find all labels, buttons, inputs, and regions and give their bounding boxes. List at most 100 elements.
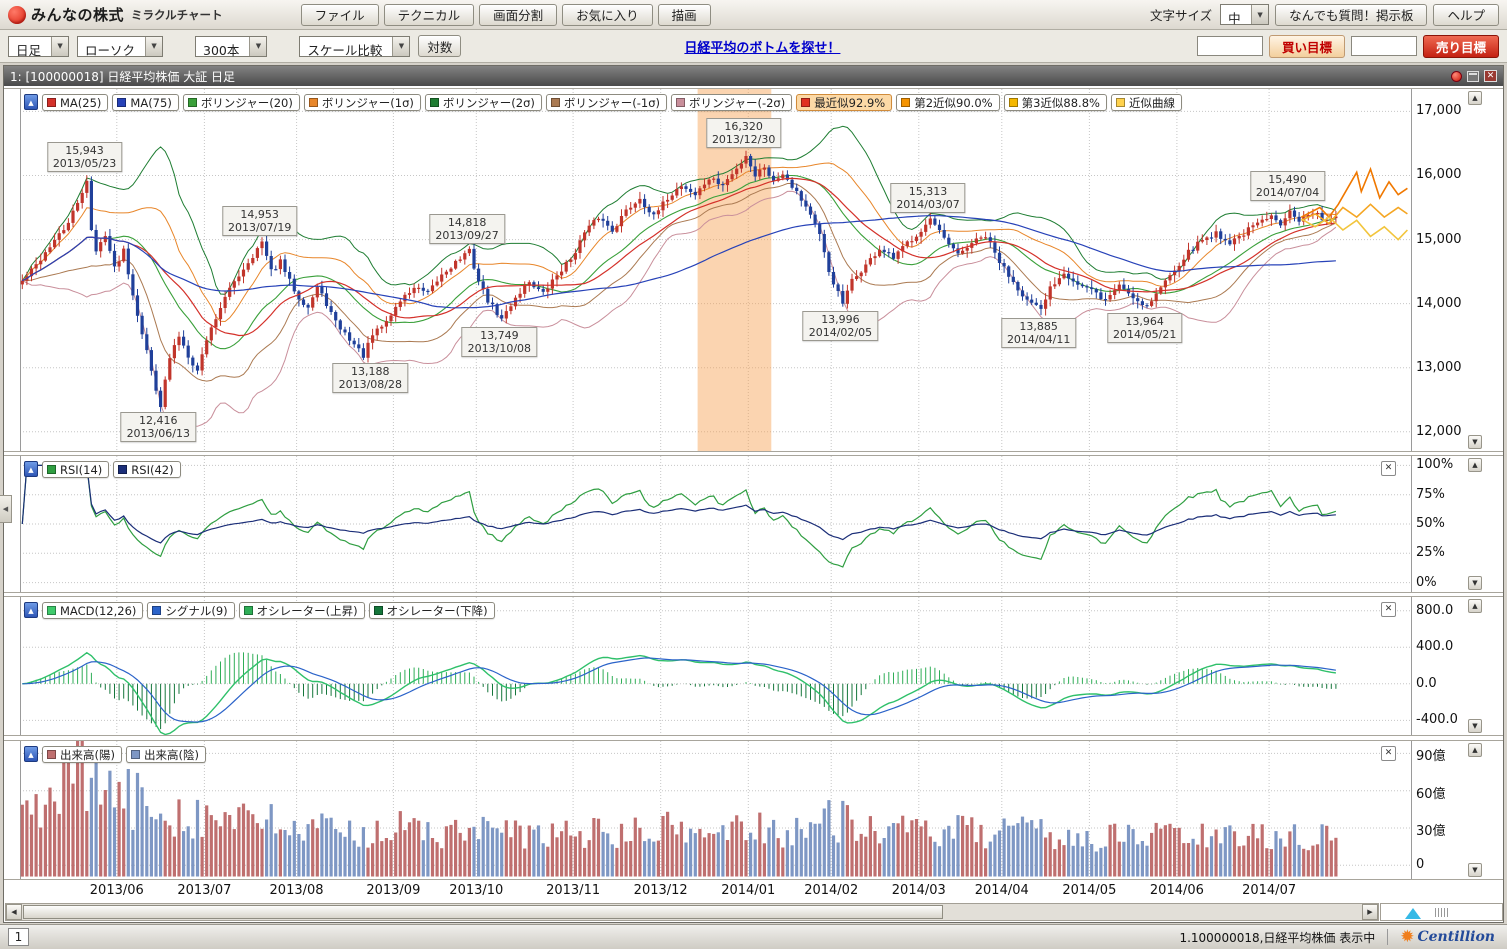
annotation-date: 2014/05/21 — [1112, 327, 1177, 341]
app-logo[interactable]: みんなの株式 ミラクルチャート — [8, 4, 223, 25]
legend-chip[interactable]: シグナル(9) — [147, 602, 235, 619]
macd-panel: 800.0 400.0 0.0 -400.0 ▲ MACD(12,26) シグナル(9) オシ… — [4, 596, 1503, 736]
scroll-left-button[interactable]: ◀ — [6, 904, 22, 920]
panel-scroll-up-button[interactable]: ▲ — [1468, 599, 1482, 613]
buy-target-input[interactable] — [1196, 36, 1263, 56]
file-button[interactable]: ファイル — [300, 3, 379, 26]
legend-chip[interactable]: MACD(12,26) — [42, 602, 144, 619]
y-axis-tick: 75% — [1416, 486, 1445, 502]
legend-chip[interactable]: 最近似92.9% — [796, 94, 893, 111]
legend-chip[interactable]: ボリンジャー(2σ) — [424, 94, 542, 111]
price-annotation: 16,320 2013/12/30 — [705, 118, 782, 148]
legend-chip[interactable]: MA(25) — [42, 94, 109, 111]
legend-chip[interactable]: ボリンジャー(20) — [182, 94, 300, 111]
legend-chip[interactable]: RSI(42) — [113, 461, 181, 478]
scale-compare-value: スケール比較 — [307, 42, 383, 58]
legend-chip[interactable]: ボリンジャー(-2σ) — [671, 94, 793, 111]
chart-type-select[interactable]: ローソク ▼ — [77, 35, 164, 58]
legend-chip[interactable]: ボリンジャー(-1σ) — [545, 94, 668, 111]
annotation-date: 2013/08/28 — [338, 377, 402, 391]
panel-scroll-down-button[interactable]: ▼ — [1468, 576, 1482, 590]
draw-button[interactable]: 描画 — [657, 3, 711, 26]
panel-scroll-up-button[interactable]: ▲ — [1468, 458, 1482, 472]
legend-label: ボリンジャー(20) — [200, 95, 293, 110]
restore-window-icon[interactable] — [1467, 70, 1479, 82]
legend-chip[interactable]: 出来高(陽) — [42, 746, 122, 763]
legend-label: MACD(12,26) — [60, 603, 137, 618]
legend-chip[interactable]: 近似曲線 — [1110, 94, 1182, 111]
rsi-panel: 100% 75% 50% 25% 0% ▲ RSI(14) RSI(42) ✕ — [4, 455, 1503, 593]
macd-panel-svg[interactable] — [20, 597, 1412, 735]
close-window-icon[interactable]: ✕ — [1484, 70, 1497, 82]
y-axis-tick: 14,000 — [1416, 295, 1462, 311]
panel-scroll-down-button[interactable]: ▼ — [1468, 435, 1482, 449]
sell-target-button[interactable]: 売り目標 — [1422, 34, 1499, 58]
volume-panel-svg[interactable] — [20, 741, 1412, 879]
page-tab[interactable]: 1 — [8, 928, 29, 946]
help-button[interactable]: ヘルプ — [1433, 3, 1499, 26]
sidebar-collapse-handle[interactable]: ◀ — [0, 495, 12, 523]
chevron-down-icon[interactable]: ▼ — [1251, 5, 1269, 24]
panel-scroll-down-button[interactable]: ▼ — [1468, 719, 1482, 733]
legend-chip[interactable]: RSI(14) — [42, 461, 110, 478]
chevron-down-icon[interactable]: ▼ — [392, 36, 410, 56]
panel-scroll-up-button[interactable]: ▲ — [1468, 743, 1482, 757]
legend-chip[interactable]: 第3近似88.8% — [1003, 94, 1107, 111]
panel-collapse-button[interactable]: ▲ — [24, 461, 38, 477]
panel-close-button[interactable]: ✕ — [1381, 461, 1396, 476]
main-price-panel-svg[interactable] — [20, 89, 1412, 451]
buy-target-button[interactable]: 買い目標 — [1268, 34, 1345, 58]
price-annotation: 13,188 2013/08/28 — [332, 362, 408, 393]
qa-board-button[interactable]: なんでも質問！掲示板 — [1275, 3, 1428, 26]
scale-adjust-box[interactable] — [1380, 903, 1503, 921]
chart-window: 1: [100000018] 日経平均株価 大証 日足 ✕ 2013/06 201… — [3, 65, 1504, 923]
chart-window-titlebar[interactable]: 1: [100000018] 日経平均株価 大証 日足 ✕ — [4, 66, 1503, 86]
chevron-down-icon[interactable]: ▼ — [249, 36, 267, 56]
rsi-panel-svg[interactable] — [20, 456, 1412, 592]
panel-scroll-up-button[interactable]: ▲ — [1468, 91, 1482, 105]
horizontal-scrollbar[interactable]: ◀ ▶ — [5, 903, 1379, 921]
panel-collapse-button[interactable]: ▲ — [24, 602, 38, 618]
legend-chip[interactable]: オシレーター(上昇) — [238, 602, 365, 619]
nikkei-bottom-link[interactable]: 日経平均のボトムを探せ！ — [684, 40, 841, 56]
screen-split-button[interactable]: 画面分割 — [479, 3, 558, 26]
legend-label: 出来高(陽) — [60, 747, 115, 762]
favorites-button[interactable]: お気に入り — [562, 3, 653, 26]
log-scale-button[interactable]: 対数 — [418, 35, 462, 57]
legend-chip[interactable]: 出来高(陰) — [125, 746, 206, 763]
y-axis-tick: 17,000 — [1416, 103, 1462, 119]
scale-compare-select[interactable]: スケール比較 ▼ — [299, 35, 411, 58]
chevron-down-icon[interactable]: ▼ — [145, 36, 163, 56]
bar-count-select[interactable]: 300本 ▼ — [195, 35, 268, 58]
legend-color-icon — [47, 98, 56, 107]
scroll-right-button[interactable]: ▶ — [1362, 904, 1378, 920]
y-axis-tick: 100% — [1416, 457, 1454, 473]
panel-collapse-button[interactable]: ▲ — [24, 746, 38, 762]
price-annotation: 15,943 2013/05/23 — [46, 142, 123, 173]
chevron-down-icon[interactable]: ▼ — [51, 36, 69, 56]
legend-chip[interactable]: ボリンジャー(1σ) — [303, 94, 421, 111]
x-axis-label: 2014/02 — [804, 883, 859, 898]
legend-chip[interactable]: 第2近似90.0% — [896, 94, 1000, 111]
panel-close-button[interactable]: ✕ — [1381, 746, 1396, 761]
price-annotation: 14,818 2013/09/27 — [429, 214, 505, 245]
font-size-select[interactable]: 中 ▼ — [1220, 4, 1270, 26]
technical-button[interactable]: テクニカル — [383, 3, 475, 26]
panel-collapse-button[interactable]: ▲ — [24, 94, 38, 110]
sell-target-input[interactable] — [1350, 36, 1417, 56]
scrollbar-thumb[interactable] — [23, 905, 943, 919]
menu-button-group: ファイル テクニカル 画面分割 お気に入り 描画 — [300, 3, 711, 26]
legend-chip[interactable]: MA(75) — [112, 94, 179, 111]
panel-scroll-down-button[interactable]: ▼ — [1468, 863, 1482, 877]
legend-color-icon — [308, 98, 318, 107]
legend-color-icon — [130, 750, 140, 759]
annotation-date: 2014/07/04 — [1255, 186, 1320, 200]
annotation-price: 13,749 — [480, 328, 519, 342]
record-icon[interactable] — [1451, 70, 1462, 82]
legend-chip[interactable]: オシレーター(下降) — [368, 602, 495, 619]
price-annotation: 13,996 2014/02/05 — [802, 310, 879, 341]
legend-label: MA(75) — [130, 95, 172, 110]
chart-type-value: ローソク — [85, 42, 136, 58]
timeframe-select[interactable]: 日足 ▼ — [8, 35, 70, 58]
panel-close-button[interactable]: ✕ — [1381, 602, 1396, 617]
